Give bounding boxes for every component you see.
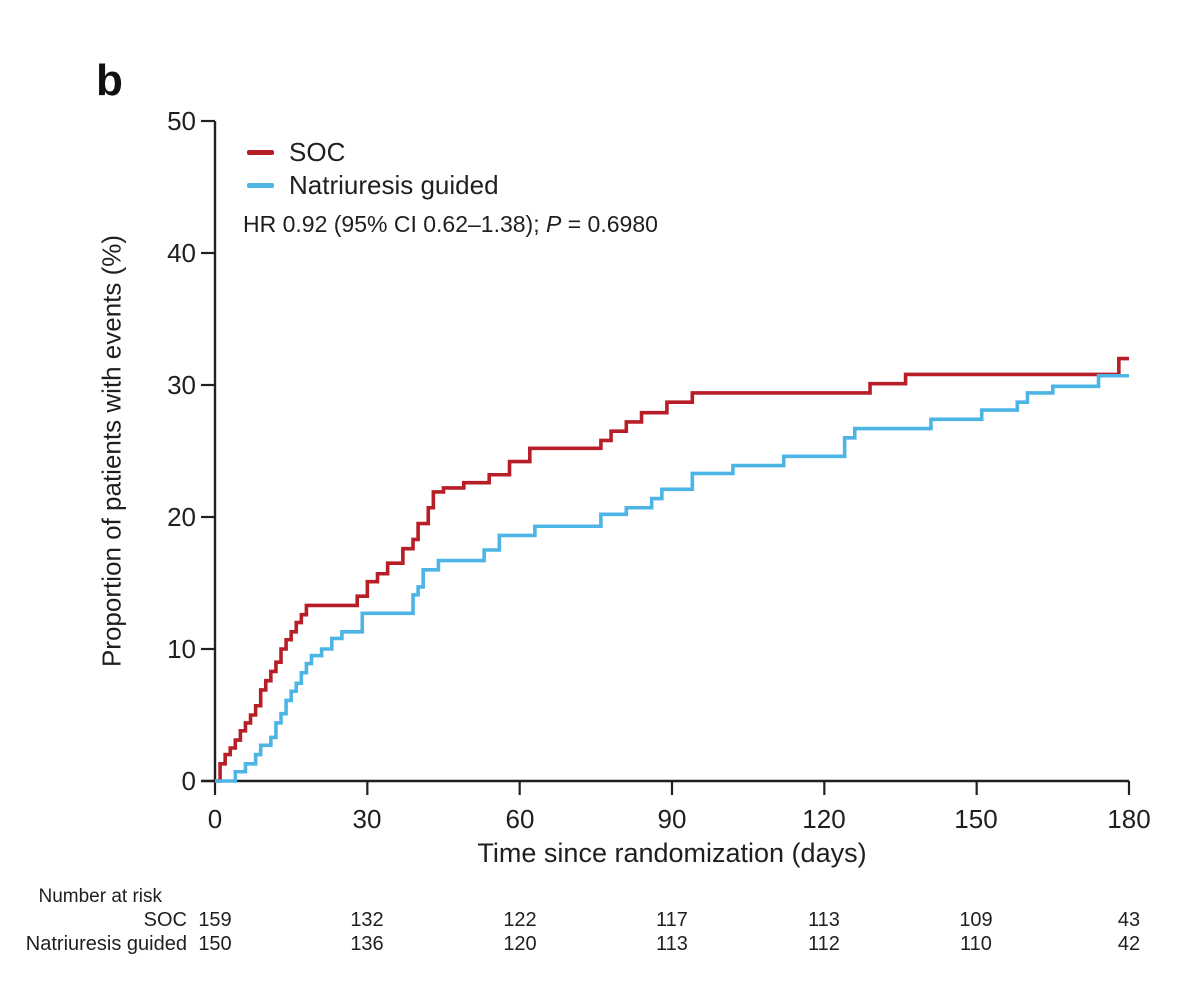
x-tick-150: 150 bbox=[954, 804, 998, 834]
y-tick-30: 30 bbox=[167, 370, 196, 400]
natriuresis-line-swatch bbox=[247, 183, 274, 188]
y-tick-10: 10 bbox=[167, 634, 196, 664]
y-tick-20: 20 bbox=[167, 502, 196, 532]
risk-value: 159 bbox=[198, 909, 232, 931]
y-axis-title: Proportion of patients with events (%) bbox=[96, 234, 127, 668]
x-tick-30: 30 bbox=[352, 804, 382, 834]
x-tick-90: 90 bbox=[657, 804, 687, 834]
legend-item-natriuresis: Natriuresis guided bbox=[247, 169, 499, 202]
y-tick-40: 40 bbox=[167, 238, 196, 268]
x-tick-180: 180 bbox=[1107, 804, 1151, 834]
x-axis-title: Time since randomization (days) bbox=[477, 838, 867, 868]
y-tick-0: 0 bbox=[181, 766, 196, 796]
x-tick-60: 60 bbox=[505, 804, 535, 834]
panel-label: b bbox=[96, 56, 123, 105]
hazard-ratio-annotation: HR 0.92 (95% CI 0.62–1.38); P = 0.6980 bbox=[243, 210, 658, 238]
p-value-text: = 0.6980 bbox=[561, 211, 658, 237]
y-tick-50: 50 bbox=[167, 106, 196, 136]
legend: SOC Natriuresis guided bbox=[247, 136, 499, 202]
risk-value: 150 bbox=[198, 933, 232, 955]
soc-line-swatch bbox=[247, 150, 274, 155]
risk-value: 117 bbox=[656, 909, 688, 931]
p-symbol: P bbox=[546, 211, 562, 237]
legend-label-soc: SOC bbox=[289, 137, 346, 167]
risk-value: 132 bbox=[350, 909, 384, 931]
risk-value: 109 bbox=[959, 909, 993, 931]
risk-value: 113 bbox=[808, 909, 840, 931]
risk-value: 112 bbox=[808, 933, 840, 955]
x-tick-0: 0 bbox=[207, 804, 223, 834]
hr-text-prefix: HR 0.92 (95% CI 0.62–1.38); bbox=[243, 211, 546, 237]
risk-row-label-soc: SOC bbox=[143, 909, 187, 931]
legend-label-natriuresis: Natriuresis guided bbox=[289, 170, 499, 200]
risk-value: 110 bbox=[960, 933, 992, 955]
natriuresis-guided-curve bbox=[215, 373, 1129, 783]
x-tick-120: 120 bbox=[802, 804, 846, 834]
risk-value: 136 bbox=[350, 933, 384, 955]
risk-value: 113 bbox=[656, 933, 688, 955]
risk-table-title: Number at risk bbox=[38, 886, 162, 907]
risk-value: 43 bbox=[1117, 909, 1141, 931]
risk-row-label-natriuresis: Natriuresis guided bbox=[25, 933, 187, 955]
soc-curve bbox=[215, 356, 1129, 783]
legend-item-soc: SOC bbox=[247, 136, 499, 169]
risk-value: 42 bbox=[1117, 933, 1141, 955]
risk-value: 122 bbox=[503, 909, 537, 931]
risk-value: 120 bbox=[503, 933, 537, 955]
